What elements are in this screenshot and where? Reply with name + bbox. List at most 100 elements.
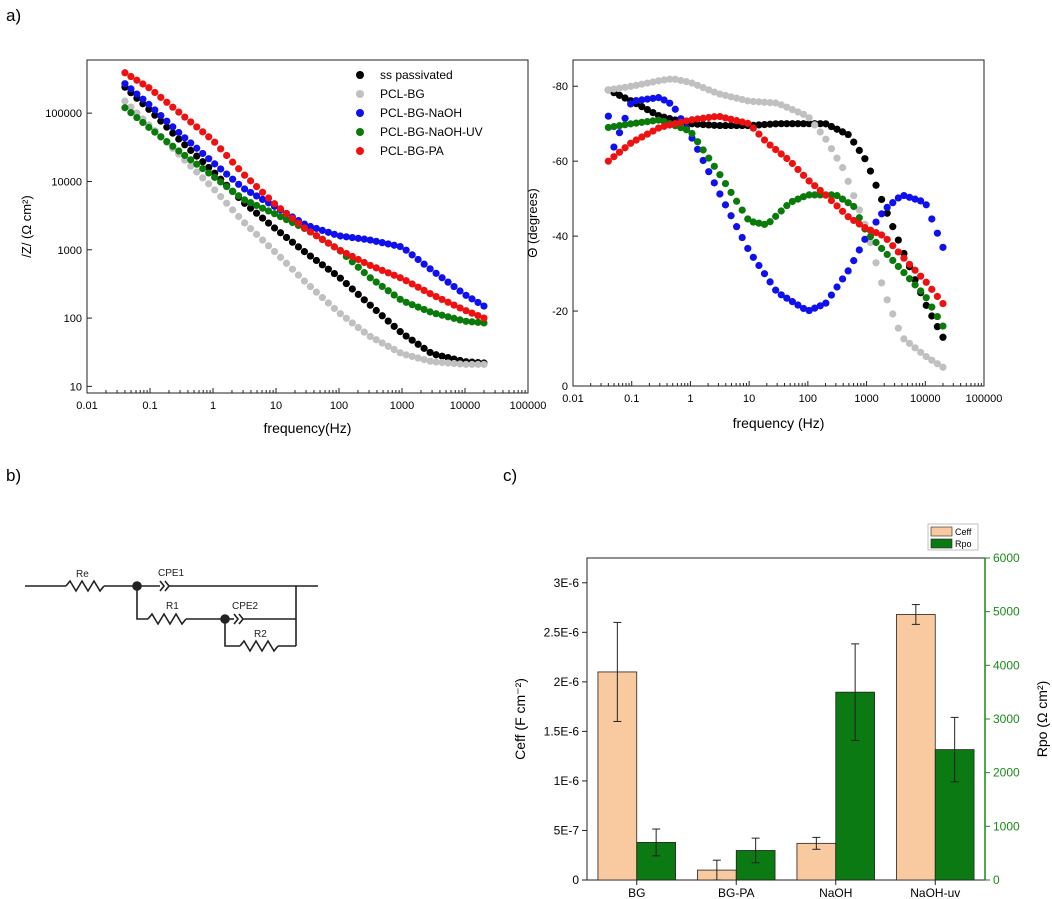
data-point (878, 231, 886, 239)
data-point (306, 283, 315, 291)
data-point (710, 121, 718, 129)
data-point (342, 279, 350, 288)
data-point (420, 344, 428, 352)
data-point (246, 199, 255, 207)
data-point (175, 147, 183, 155)
data-point (682, 126, 691, 134)
data-point (615, 148, 624, 156)
data-point (710, 88, 718, 96)
data-point (246, 225, 255, 233)
data-point (788, 159, 796, 168)
data-point (205, 133, 213, 141)
resistor-r2 (239, 639, 279, 653)
left-tick-label: 1.5E-6 (544, 724, 580, 738)
data-point (402, 246, 410, 254)
x-tick-label: 1000 (390, 400, 414, 412)
data-point (396, 274, 404, 282)
data-point (632, 97, 640, 105)
y-axis-label: Θ (degrees) (525, 188, 540, 257)
data-point (121, 69, 129, 77)
resistor-r1 (147, 612, 187, 626)
data-point (306, 222, 315, 231)
x-tick-label: 10 (270, 400, 282, 412)
data-point (850, 257, 858, 265)
legend-marker (356, 109, 364, 117)
data-point (610, 153, 618, 161)
x-axis-label: frequency(Hz) (264, 420, 352, 436)
data-point (716, 112, 724, 121)
data-point (157, 133, 165, 141)
data-point (294, 243, 303, 251)
data-point (330, 230, 338, 238)
y-tick-label: -20 (552, 306, 568, 318)
x-tick-label: 10 (743, 393, 755, 405)
data-point (420, 305, 428, 314)
data-point (772, 286, 780, 294)
data-point (799, 120, 808, 128)
left-tick-label: 3E-6 (554, 576, 580, 590)
data-point (772, 145, 780, 154)
data-point (632, 136, 640, 144)
data-point (833, 154, 841, 162)
data-point (468, 360, 476, 368)
data-point (444, 278, 452, 286)
x-tick-label: 100 (799, 393, 817, 405)
category-label: NaOH (819, 886, 852, 899)
data-point (939, 363, 947, 371)
data-point (414, 303, 422, 311)
data-point (324, 299, 332, 307)
data-point (372, 237, 380, 245)
left-tick-label: 5E-7 (554, 823, 580, 837)
right-tick-label: 4000 (993, 658, 1020, 672)
data-point (127, 103, 135, 111)
data-point (193, 152, 201, 160)
legend-label: PCL-BG (380, 87, 425, 101)
data-point (721, 91, 730, 100)
data-point (705, 121, 713, 129)
data-point (721, 114, 730, 122)
data-point (838, 195, 847, 203)
data-point (372, 264, 380, 272)
data-point (396, 328, 404, 336)
data-point (905, 339, 914, 347)
data-point (348, 319, 356, 327)
data-point (145, 100, 153, 108)
data-point (928, 215, 936, 223)
data-point (229, 158, 237, 166)
data-point (169, 103, 177, 111)
right-tick-label: 0 (993, 873, 1000, 887)
data-point (414, 354, 422, 362)
left-tick-label: 0 (572, 873, 579, 887)
data-point (772, 120, 780, 128)
data-point (163, 98, 171, 106)
data-point (354, 290, 362, 299)
data-point (348, 285, 356, 293)
data-point (330, 304, 338, 313)
data-point (169, 123, 177, 131)
data-point (733, 121, 741, 130)
data-point (270, 210, 279, 218)
x-tick-label: 0.01 (76, 400, 97, 412)
data-point (211, 160, 219, 168)
data-point (432, 310, 440, 318)
panel-label-c: c) (503, 466, 518, 485)
data-point (378, 339, 386, 347)
data-point (402, 298, 410, 306)
data-point (330, 269, 338, 278)
right-tick-label: 1000 (993, 819, 1020, 833)
data-point (660, 76, 668, 84)
data-point (372, 306, 380, 315)
data-point (175, 128, 183, 137)
data-point (705, 168, 713, 176)
data-point (922, 353, 930, 361)
data-point (688, 116, 696, 124)
data-point (760, 120, 769, 129)
data-point (175, 135, 183, 143)
data-point (894, 236, 902, 244)
data-point (855, 220, 863, 228)
data-point (827, 191, 836, 199)
data-point (366, 236, 374, 244)
data-point (894, 194, 902, 202)
data-point (480, 314, 488, 322)
legend-label: Rpo (955, 539, 972, 549)
